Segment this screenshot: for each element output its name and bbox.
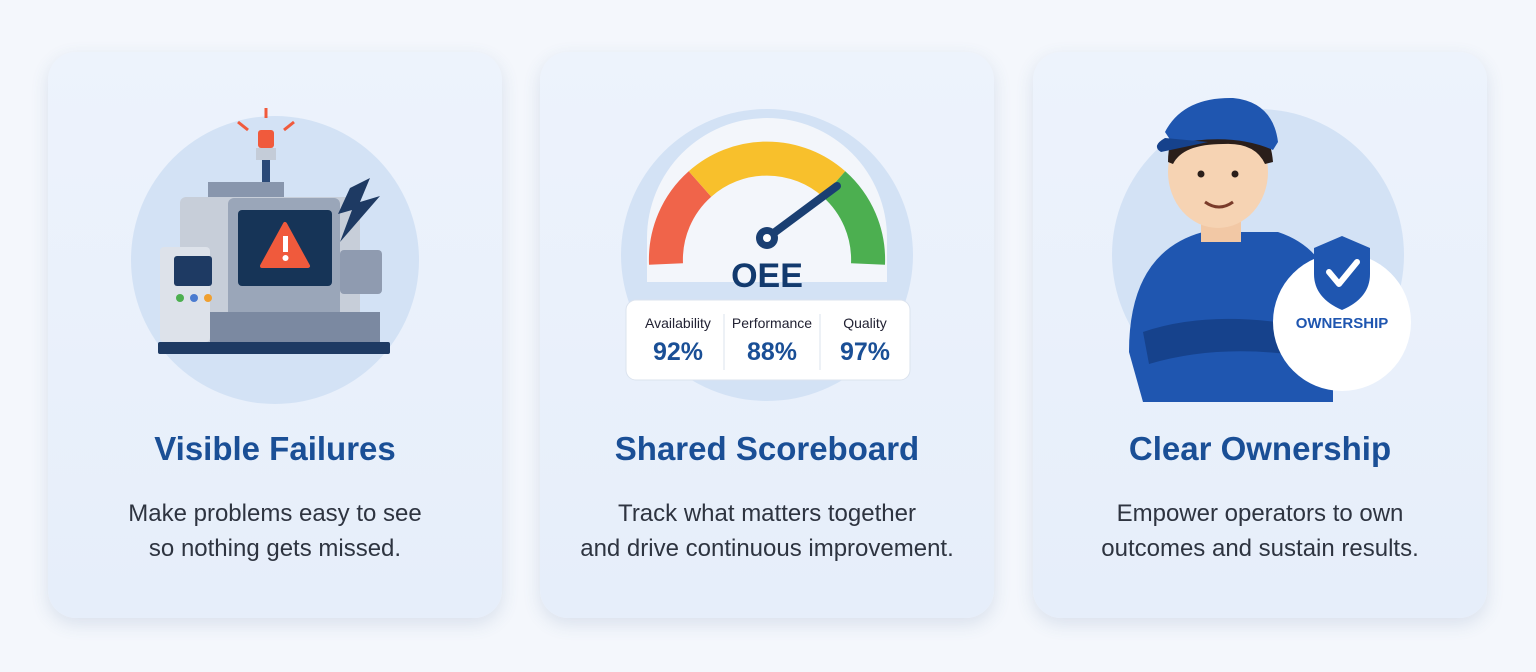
badge-label: OWNERSHIP — [1296, 315, 1389, 332]
metric-name: Performance — [732, 315, 812, 331]
description-line: Track what matters together — [618, 500, 916, 527]
card-title: Shared Scoreboard — [614, 430, 920, 467]
metric-value: 92% — [653, 338, 703, 366]
metric-value: 88% — [747, 338, 797, 366]
illustration-operator: OWNERSHIP — [1112, 97, 1411, 402]
card-description: Empower operators to own outcomes and su… — [1033, 496, 1487, 566]
card: Visible Failures Make problems easy to s… — [48, 52, 502, 618]
description-line: so nothing gets missed. — [148, 535, 402, 562]
description-line: Make problems easy to see — [128, 500, 422, 527]
description-line: and drive continuous improvement. — [580, 535, 954, 562]
card: OEE Availability Performance Quality 92%… — [540, 52, 994, 618]
card-description: Make problems easy to see so nothing get… — [48, 496, 502, 566]
card-title: Visible Failures — [154, 430, 396, 467]
illustration-machine — [131, 108, 419, 404]
metric-name: Availability — [645, 315, 711, 331]
illustration-gauge: OEE Availability Performance Quality 92%… — [621, 109, 913, 401]
description-line: Empower operators to own — [1116, 500, 1404, 527]
card: OWNERSHIP Clear Ownership Empower operat… — [1033, 52, 1487, 618]
description-line: outcomes and sustain results. — [1101, 535, 1419, 562]
gauge-label: OEE — [731, 257, 803, 295]
card-title: Clear Ownership — [1128, 430, 1392, 467]
card-description: Track what matters together and drive co… — [540, 496, 994, 566]
metric-name: Quality — [843, 315, 887, 331]
metric-value: 97% — [840, 338, 890, 366]
